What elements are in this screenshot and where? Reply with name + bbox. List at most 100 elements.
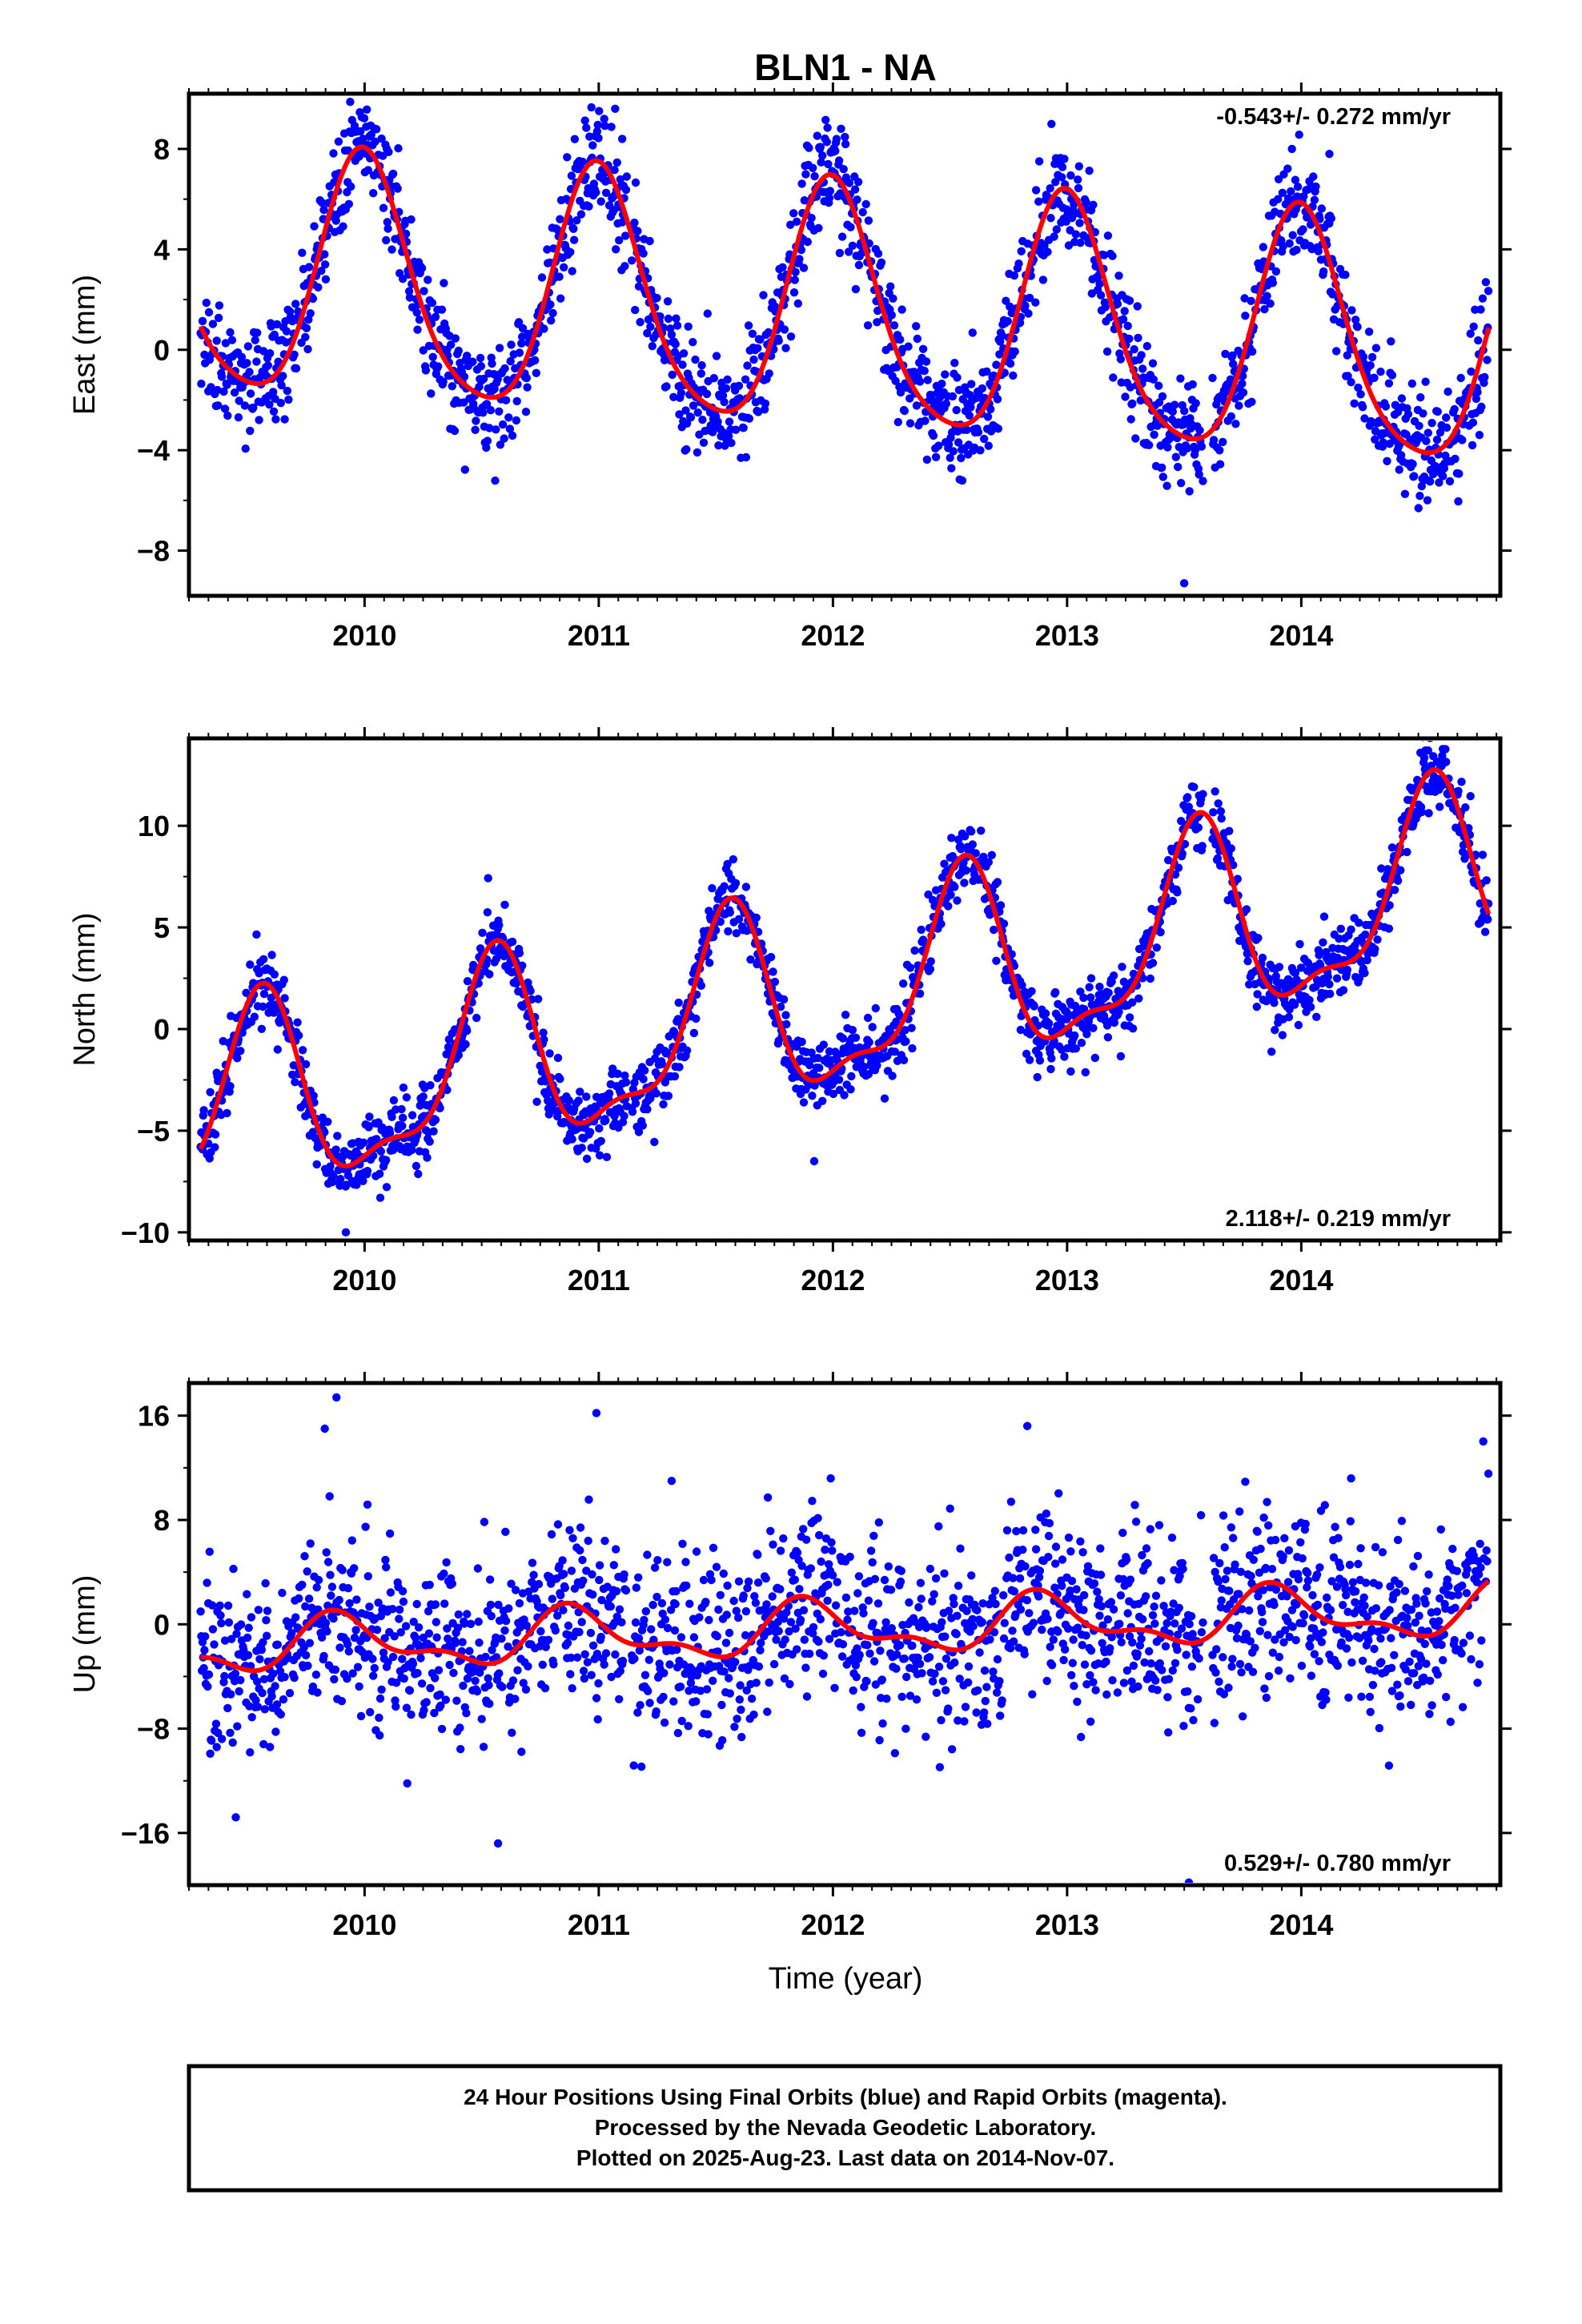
data-point bbox=[401, 1622, 411, 1630]
data-point bbox=[713, 417, 722, 426]
data-point bbox=[577, 1144, 586, 1152]
x-tick-label: 2013 bbox=[1035, 1264, 1099, 1297]
data-point bbox=[414, 1169, 423, 1179]
data-point bbox=[860, 1063, 869, 1072]
data-point bbox=[383, 218, 391, 227]
data-point bbox=[474, 1617, 483, 1626]
data-point bbox=[495, 407, 504, 416]
data-point bbox=[331, 1145, 340, 1154]
data-point bbox=[659, 1692, 668, 1702]
data-point bbox=[1239, 388, 1248, 397]
data-point bbox=[817, 1096, 827, 1106]
data-point bbox=[596, 1136, 605, 1146]
data-point bbox=[962, 425, 971, 434]
y-tick-label: 16 bbox=[138, 1400, 170, 1433]
data-point bbox=[508, 431, 517, 440]
data-point bbox=[662, 382, 671, 391]
data-point bbox=[1332, 974, 1342, 983]
data-point bbox=[822, 138, 832, 147]
data-point bbox=[756, 335, 765, 344]
data-point bbox=[408, 1659, 418, 1668]
data-point bbox=[426, 1081, 435, 1090]
data-point bbox=[440, 1569, 448, 1578]
data-point bbox=[402, 1703, 412, 1712]
data-point bbox=[1468, 418, 1478, 427]
data-point bbox=[587, 103, 596, 112]
data-point bbox=[312, 1583, 321, 1592]
data-point bbox=[317, 198, 327, 207]
data-point bbox=[243, 1590, 251, 1598]
data-point bbox=[1455, 469, 1464, 478]
data-point bbox=[682, 1046, 692, 1055]
data-point bbox=[564, 1621, 573, 1630]
data-point bbox=[1427, 419, 1436, 428]
data-point bbox=[1451, 454, 1460, 464]
data-point bbox=[1469, 322, 1478, 331]
data-point bbox=[924, 890, 933, 899]
data-point bbox=[375, 1731, 384, 1740]
data-point bbox=[417, 1679, 427, 1688]
data-point bbox=[807, 214, 816, 223]
data-point bbox=[1424, 809, 1433, 818]
data-point bbox=[675, 410, 684, 419]
data-point bbox=[721, 384, 731, 393]
data-point bbox=[1184, 802, 1194, 811]
data-point bbox=[365, 1112, 374, 1121]
data-point bbox=[1343, 372, 1352, 380]
data-point bbox=[699, 438, 709, 447]
data-point bbox=[990, 925, 998, 935]
data-point bbox=[634, 282, 644, 291]
data-point-outlier bbox=[617, 135, 627, 143]
data-point bbox=[1239, 372, 1247, 380]
data-point bbox=[1254, 934, 1263, 943]
data-point bbox=[1360, 968, 1369, 978]
data-point bbox=[871, 1003, 881, 1013]
data-point bbox=[880, 1094, 889, 1103]
data-point bbox=[744, 321, 753, 330]
data-point bbox=[839, 165, 848, 174]
data-point bbox=[217, 372, 227, 381]
data-point bbox=[993, 395, 1002, 404]
data-point bbox=[861, 199, 870, 209]
data-point bbox=[255, 416, 263, 424]
data-point bbox=[377, 1685, 386, 1694]
data-point bbox=[240, 401, 250, 410]
data-point bbox=[825, 194, 834, 203]
data-point bbox=[679, 1660, 689, 1669]
data-point bbox=[786, 220, 795, 229]
data-point bbox=[405, 1686, 415, 1695]
data-point bbox=[1006, 359, 1015, 368]
data-point bbox=[424, 275, 432, 284]
data-point bbox=[366, 1707, 375, 1717]
data-point bbox=[588, 141, 597, 150]
data-point bbox=[308, 1128, 318, 1136]
data-point bbox=[223, 380, 231, 389]
data-point bbox=[631, 1099, 640, 1108]
data-point bbox=[404, 287, 414, 296]
data-point bbox=[1163, 443, 1172, 452]
data-point bbox=[515, 348, 524, 357]
data-point bbox=[899, 1055, 909, 1065]
data-point bbox=[347, 182, 355, 191]
data-point bbox=[593, 120, 602, 130]
data-point bbox=[1114, 271, 1123, 280]
x-tick-label: 2012 bbox=[801, 619, 865, 652]
data-point bbox=[563, 153, 572, 162]
data-point bbox=[1415, 421, 1423, 430]
data-point bbox=[560, 1570, 568, 1578]
data-point bbox=[1443, 387, 1452, 396]
data-point bbox=[719, 1569, 728, 1578]
data-point bbox=[440, 1599, 449, 1608]
data-point bbox=[387, 1112, 396, 1122]
data-point bbox=[359, 114, 369, 123]
x-tick-label: 2012 bbox=[801, 1908, 865, 1941]
data-point bbox=[709, 1676, 717, 1685]
data-point bbox=[500, 434, 508, 443]
data-point bbox=[271, 415, 280, 424]
data-point bbox=[1152, 943, 1162, 952]
data-point bbox=[689, 338, 697, 347]
data-point bbox=[243, 1633, 252, 1642]
data-point bbox=[1253, 990, 1262, 999]
data-point bbox=[851, 1033, 861, 1043]
data-point bbox=[1475, 431, 1484, 440]
